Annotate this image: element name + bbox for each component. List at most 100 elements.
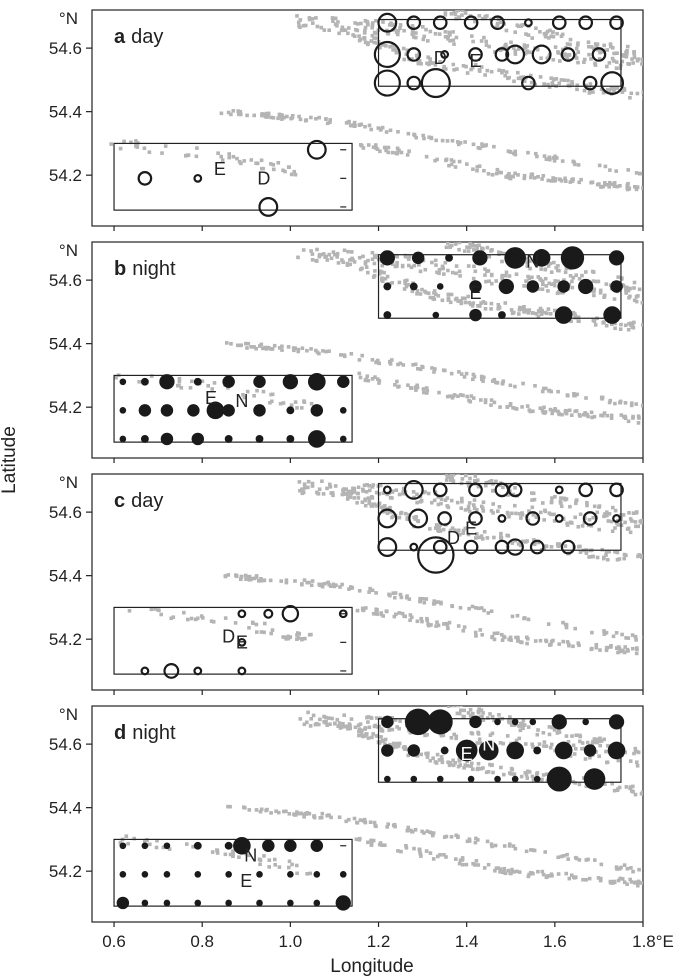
- track-point: [557, 81, 561, 86]
- track-point: [426, 55, 430, 59]
- track-point: [617, 645, 621, 649]
- track-point: [301, 490, 306, 495]
- track-point: [236, 343, 240, 348]
- track-point: [510, 311, 515, 316]
- track-point: [443, 498, 448, 502]
- track-point: [237, 855, 241, 859]
- track-point: [349, 352, 354, 356]
- track-point: [534, 26, 538, 30]
- track-point: [634, 511, 638, 515]
- track-point: [399, 150, 404, 155]
- track-point: [482, 168, 486, 173]
- track-point: [620, 276, 624, 280]
- track-point: [327, 349, 331, 353]
- track-point: [352, 496, 356, 500]
- track-point: [497, 304, 501, 309]
- track-point: [481, 16, 485, 21]
- track-point: [553, 407, 557, 411]
- track-point: [322, 252, 326, 256]
- track-point: [307, 16, 312, 20]
- track-point: [605, 513, 609, 518]
- track-point: [468, 242, 472, 246]
- track-point: [282, 809, 286, 814]
- catch-marker: [554, 514, 564, 523]
- track-point: [498, 48, 503, 52]
- track-point: [324, 117, 328, 121]
- track-point: [468, 399, 473, 404]
- track-point: [245, 346, 249, 350]
- track-point: [535, 732, 540, 737]
- track-point: [296, 347, 301, 352]
- track-point: [586, 414, 590, 419]
- track-point: [440, 758, 444, 762]
- track-point: [507, 171, 511, 176]
- track-point: [457, 15, 462, 20]
- track-point: [593, 323, 598, 327]
- track-point: [327, 28, 331, 32]
- track-point: [394, 741, 399, 746]
- track-point: [429, 136, 434, 141]
- track-point: [463, 526, 468, 531]
- track-point: [626, 44, 630, 49]
- track-point: [627, 296, 631, 300]
- track-point: [500, 273, 504, 278]
- track-point: [538, 75, 543, 79]
- track-point: [631, 511, 636, 515]
- track-point: [578, 512, 583, 517]
- track-point: [419, 752, 423, 757]
- track-point: [526, 637, 530, 641]
- track-point: [293, 400, 298, 404]
- track-point: [391, 514, 396, 518]
- track-point: [602, 43, 606, 48]
- track-point: [440, 266, 445, 271]
- track-point: [239, 112, 243, 117]
- track-point: [637, 287, 642, 292]
- track-point: [403, 281, 407, 285]
- track-point: [380, 270, 384, 274]
- track-point: [357, 371, 362, 376]
- track-point: [630, 633, 635, 637]
- track-point: [527, 276, 532, 281]
- panel-letter: c: [114, 490, 125, 512]
- track-point: [632, 52, 637, 56]
- track-point: [153, 607, 157, 611]
- catch-marker: [411, 251, 425, 265]
- track-point: [310, 252, 315, 256]
- catch-marker: [381, 715, 394, 729]
- x-tick-label: 1.0: [279, 932, 303, 951]
- track-point: [477, 243, 481, 248]
- track-point: [561, 639, 565, 644]
- track-point: [325, 121, 330, 126]
- track-point: [435, 270, 439, 275]
- survey-label: E: [205, 388, 217, 408]
- track-point: [444, 478, 449, 482]
- track-point: [541, 282, 545, 287]
- track-point: [219, 154, 223, 159]
- track-point: [517, 724, 521, 728]
- track-point: [627, 511, 631, 515]
- catch-marker: [600, 71, 625, 95]
- track-point: [190, 379, 194, 384]
- track-point: [476, 863, 481, 867]
- track-point: [340, 582, 344, 587]
- track-point: [622, 86, 626, 91]
- track-point: [619, 413, 624, 417]
- track-point: [513, 406, 517, 411]
- track-point: [333, 721, 337, 726]
- survey-box: [113, 606, 353, 675]
- track-point: [518, 305, 522, 310]
- track-point: [553, 279, 557, 283]
- track-point: [603, 181, 607, 185]
- track-point: [457, 532, 462, 537]
- track-point: [458, 858, 463, 863]
- track-point: [345, 261, 350, 266]
- track-point: [422, 600, 427, 605]
- track-point: [220, 158, 225, 162]
- track-point: [443, 30, 448, 34]
- track-point: [597, 527, 601, 532]
- track-point: [465, 245, 469, 249]
- track-point: [513, 30, 517, 34]
- track-point: [471, 142, 476, 147]
- track-point: [289, 116, 293, 121]
- track-point: [377, 361, 381, 366]
